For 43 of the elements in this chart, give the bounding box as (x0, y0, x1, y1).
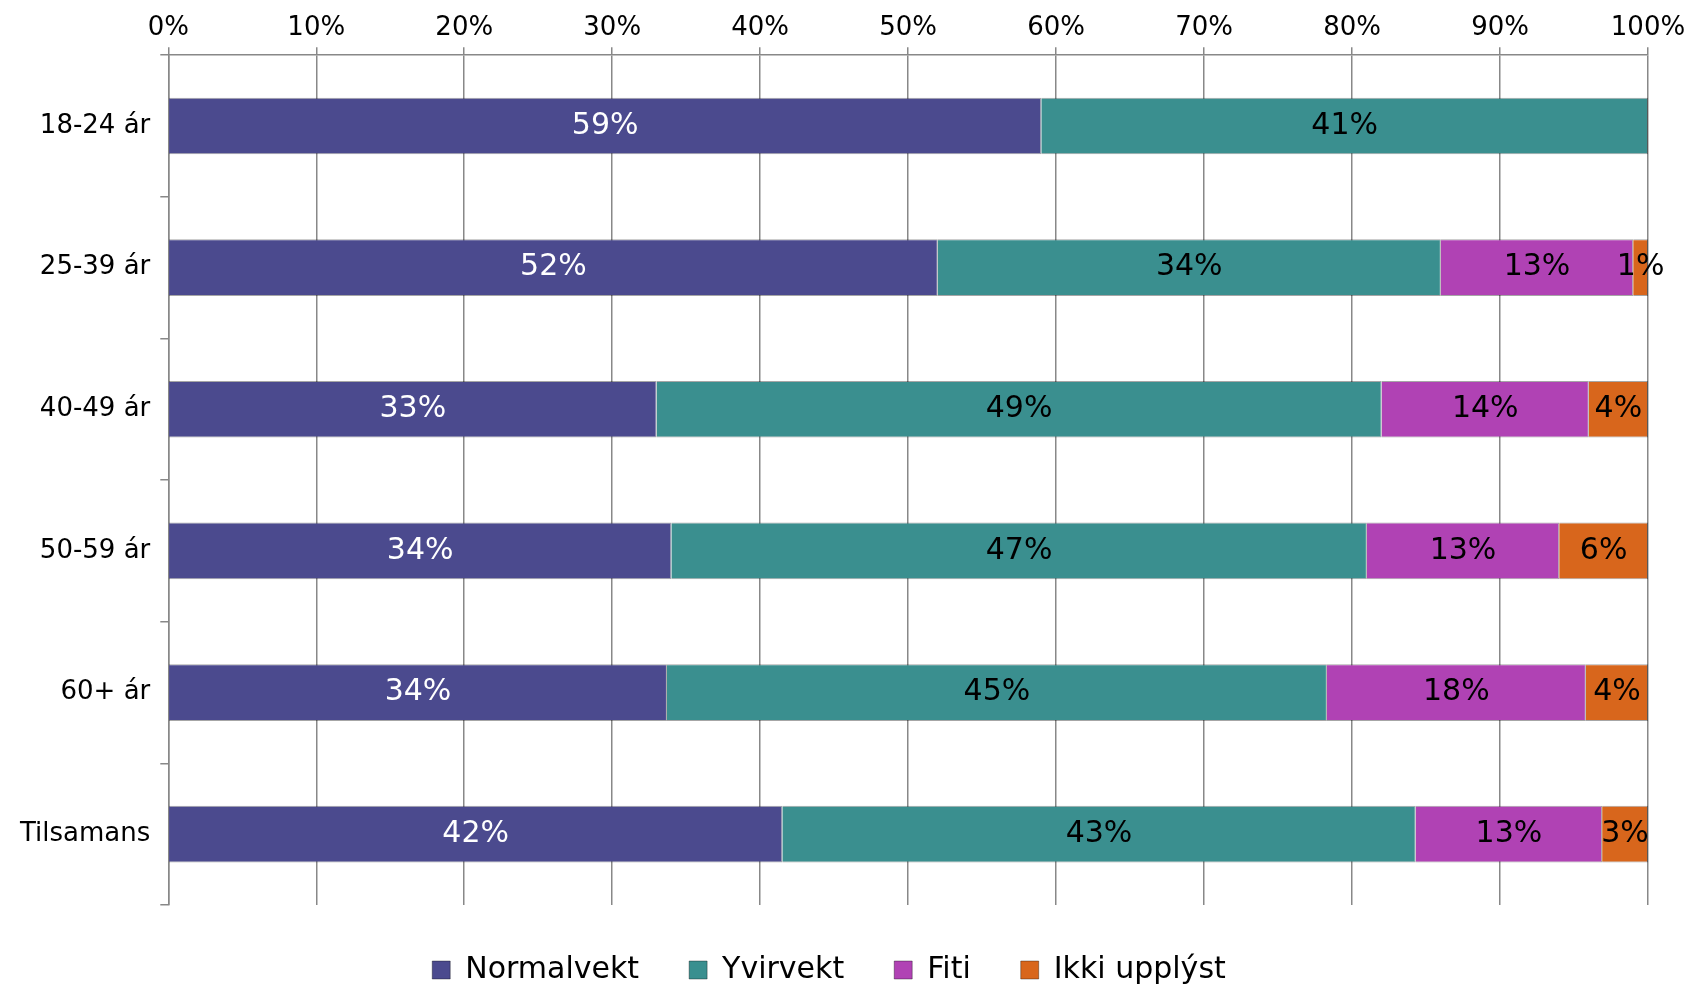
x-tick-label: 90% (1471, 11, 1529, 42)
y-tick-label: 60+ ár (60, 675, 151, 706)
data-label: 18% (1423, 672, 1490, 708)
legend-label: Yvirvekt (721, 949, 845, 985)
data-label: 13% (1475, 813, 1543, 849)
data-label: 14% (1451, 389, 1519, 425)
data-label: 13% (1429, 530, 1497, 566)
data-label: 3% (1601, 813, 1649, 849)
y-tick-label: 40-49 ár (39, 392, 151, 423)
data-label: 1% (1616, 247, 1665, 283)
legend-label: Fiti (927, 949, 971, 985)
x-tick-label: 30% (583, 11, 642, 42)
data-label: 42% (442, 813, 510, 849)
legend-label: Ikki upplýst (1053, 949, 1227, 985)
data-label: 33% (379, 389, 447, 425)
x-tick-label: 70% (1175, 11, 1233, 42)
legend-label: Normalvekt (465, 949, 640, 985)
data-label: 49% (985, 389, 1053, 425)
data-label: 41% (1311, 105, 1378, 141)
y-tick-label: Tilsamans (19, 816, 151, 847)
data-label: 59% (571, 105, 639, 141)
data-label: 47% (985, 530, 1053, 566)
data-label: 43% (1065, 813, 1133, 849)
data-label: 45% (963, 672, 1031, 708)
data-label: 4% (1594, 389, 1643, 425)
y-tick-label: 25-39 ár (39, 250, 151, 281)
x-tick-label: 50% (879, 11, 938, 42)
y-tick-label: 18-24 ár (39, 108, 151, 139)
x-tick-label: 80% (1323, 11, 1381, 42)
data-label: 34% (1155, 247, 1223, 283)
y-tick-label: 50-59 ár (39, 533, 151, 564)
x-tick-label: 0% (147, 11, 189, 42)
x-tick-label: 40% (731, 11, 790, 42)
x-tick-label: 60% (1027, 11, 1086, 42)
data-label: 34% (386, 530, 454, 566)
x-tick-label: 100% (1610, 11, 1686, 42)
data-label: 52% (520, 247, 587, 283)
data-label: 4% (1593, 672, 1641, 708)
data-label: 6% (1579, 530, 1628, 566)
x-tick-label: 20% (435, 11, 494, 42)
data-label: 13% (1503, 247, 1571, 283)
x-tick-label: 10% (287, 11, 346, 42)
data-label: 34% (384, 672, 452, 708)
